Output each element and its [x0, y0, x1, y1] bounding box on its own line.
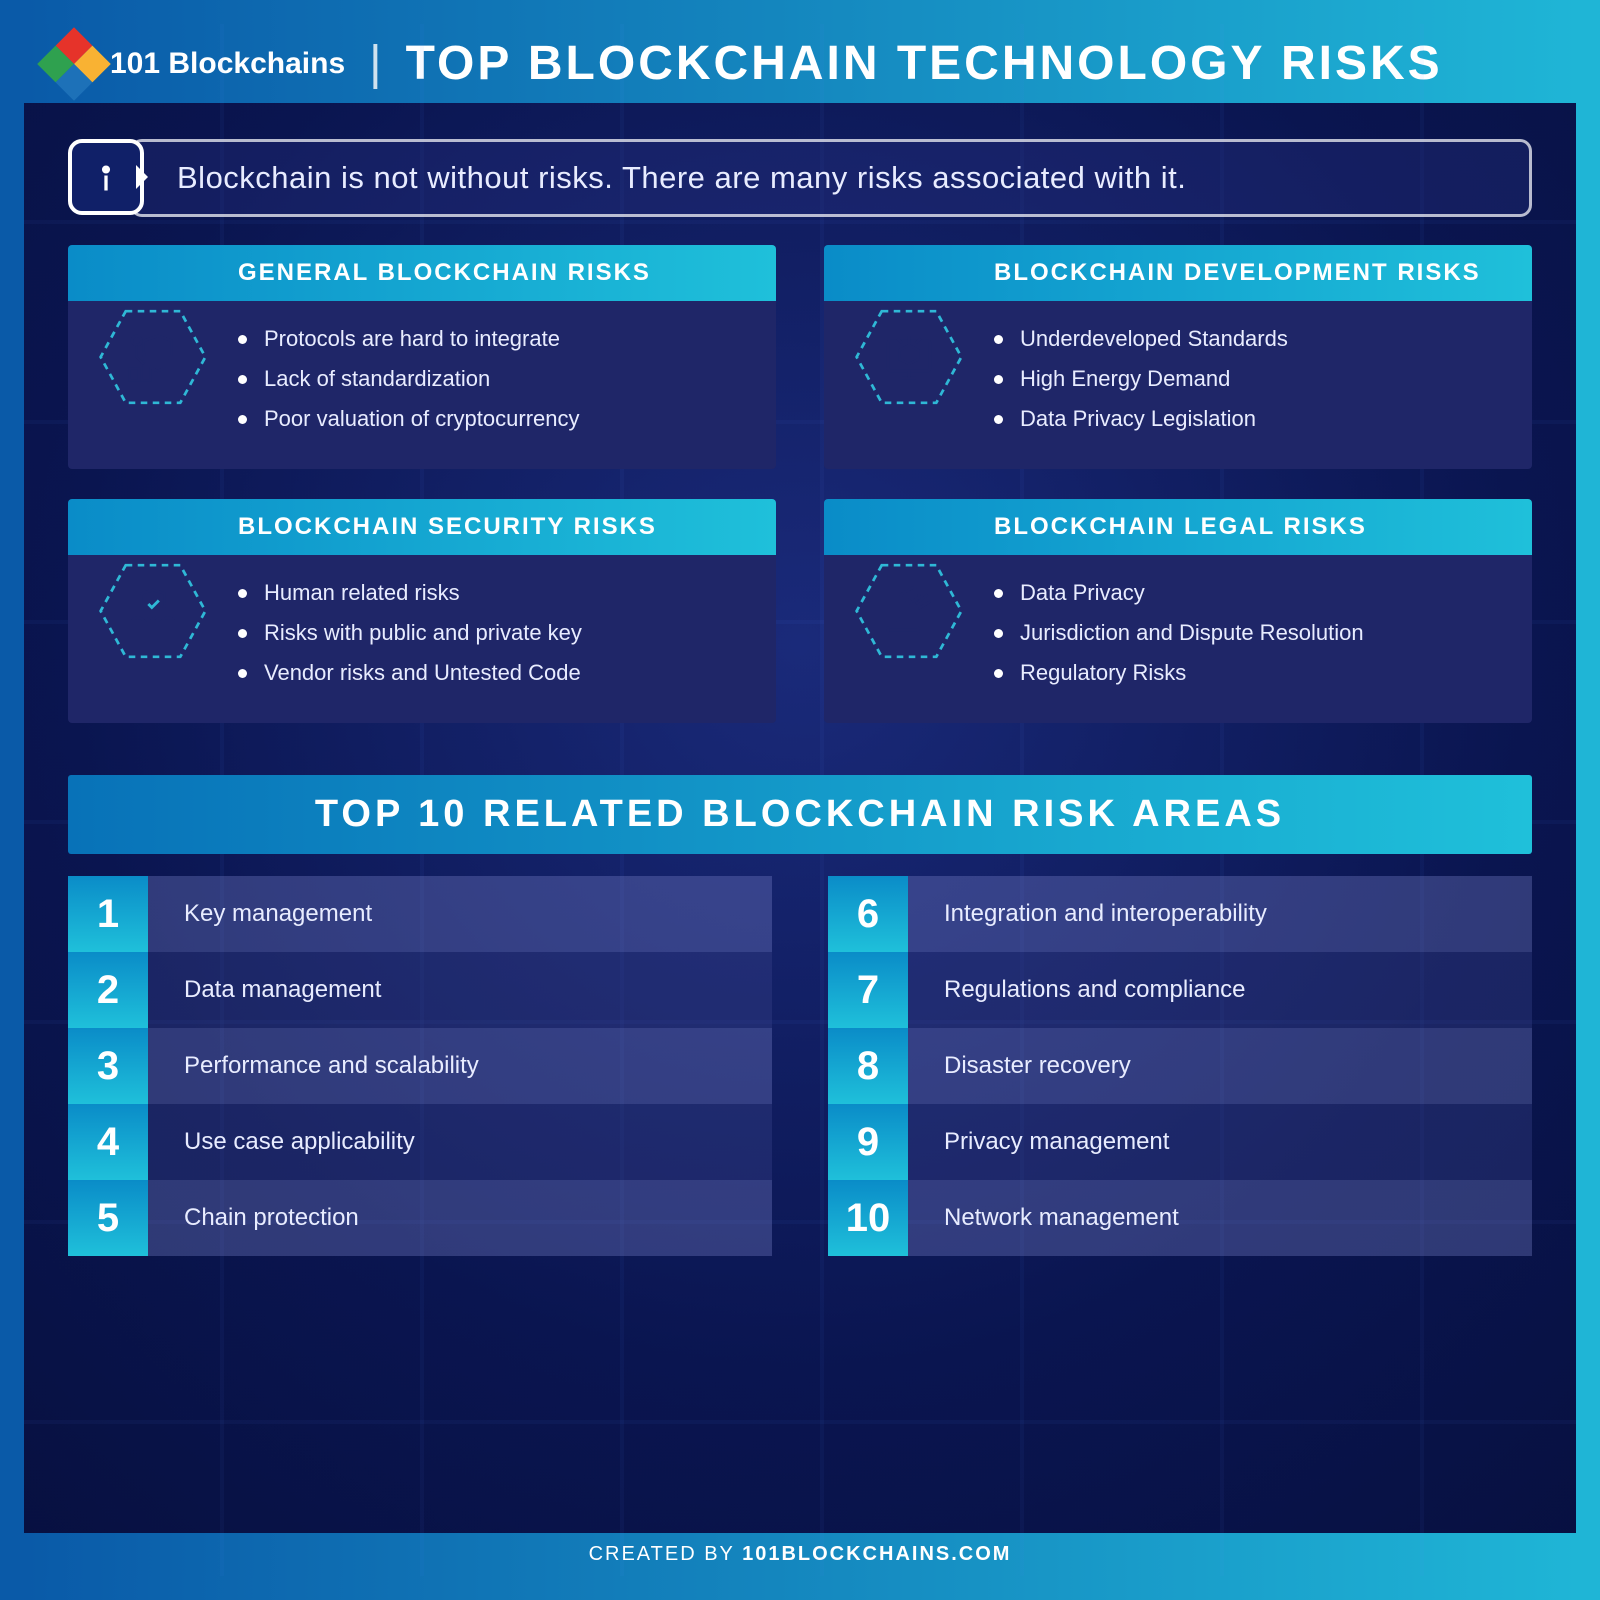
risk-item: Data Privacy [994, 573, 1516, 613]
brand-name: 101 Blockchains [110, 47, 345, 81]
list-item: 4Use case applicability [68, 1104, 772, 1180]
risk-item: Underdeveloped Standards [994, 319, 1516, 359]
rank-label: Network management [908, 1180, 1532, 1256]
rank-label: Chain protection [148, 1180, 772, 1256]
brand-logo: 101 Blockchains [48, 38, 345, 90]
risk-card-legal: BLOCKCHAIN LEGAL RISKS Data Privacy [824, 499, 1532, 723]
rank-number: 6 [828, 876, 908, 952]
rank-number: 8 [828, 1028, 908, 1104]
risk-item: Protocols are hard to integrate [238, 319, 760, 359]
risk-item: High Energy Demand [994, 359, 1516, 399]
list-item: 7Regulations and compliance [828, 952, 1532, 1028]
rank-number: 3 [68, 1028, 148, 1104]
rank-label: Integration and interoperability [908, 876, 1532, 952]
risk-item: Lack of standardization [238, 359, 760, 399]
list-item: 8Disaster recovery [828, 1028, 1532, 1104]
rank-number: 9 [828, 1104, 908, 1180]
risk-card-security: BLOCKCHAIN SECURITY RISKS Human rel [68, 499, 776, 723]
page-title: TOP BLOCKCHAIN TECHNOLOGY RISKS [406, 36, 1443, 91]
header-separator: | [369, 36, 381, 91]
header-bar: 101 Blockchains | TOP BLOCKCHAIN TECHNOL… [24, 24, 1576, 103]
risk-item: Jurisdiction and Dispute Resolution [994, 613, 1516, 653]
rank-number: 1 [68, 876, 148, 952]
list-item: 10Network management [828, 1180, 1532, 1256]
list-item: 3Performance and scalability [68, 1028, 772, 1104]
risk-item: Human related risks [238, 573, 760, 613]
rank-number: 2 [68, 952, 148, 1028]
gavel-icon [854, 563, 964, 659]
risk-item: Risks with public and private key [238, 613, 760, 653]
risk-item: Vendor risks and Untested Code [238, 653, 760, 693]
hands-shield-icon [98, 563, 208, 659]
logo-mark-icon [37, 27, 111, 101]
rank-number: 5 [68, 1180, 148, 1256]
rank-label: Regulations and compliance [908, 952, 1532, 1028]
infographic-page: 101 Blockchains | TOP BLOCKCHAIN TECHNOL… [0, 0, 1600, 1600]
risk-item: Data Privacy Legislation [994, 399, 1516, 439]
list-item: 6Integration and interoperability [828, 876, 1532, 952]
rank-label: Performance and scalability [148, 1028, 772, 1104]
rank-number: 4 [68, 1104, 148, 1180]
rank-label: Key management [148, 876, 772, 952]
rank-label: Disaster recovery [908, 1028, 1532, 1104]
shield-stairs-icon [98, 309, 208, 405]
rank-label: Privacy management [908, 1104, 1532, 1180]
section-title: TOP 10 RELATED BLOCKCHAIN RISK AREAS [68, 775, 1532, 854]
footer-site: 101BLOCKCHAINS.COM [742, 1543, 1011, 1565]
list-item: 9Privacy management [828, 1104, 1532, 1180]
list-item: 1Key management [68, 876, 772, 952]
list-item: 2Data management [68, 952, 772, 1028]
risk-card-general: GENERAL BLOCKCHAIN RISKS Protocols [68, 245, 776, 469]
cube-monitor-icon [854, 309, 964, 405]
top10-list: 1Key management 6Integration and interop… [24, 876, 1576, 1256]
rank-number: 7 [828, 952, 908, 1028]
intro-callout: Blockchain is not without risks. There a… [68, 139, 1532, 217]
risk-card-grid: GENERAL BLOCKCHAIN RISKS Protocols [24, 245, 1576, 735]
risk-item: Regulatory Risks [994, 653, 1516, 693]
rank-label: Data management [148, 952, 772, 1028]
rank-number: 10 [828, 1180, 908, 1256]
footer-prefix: CREATED BY [589, 1543, 743, 1565]
footer-bar: CREATED BY 101BLOCKCHAINS.COM [24, 1533, 1576, 1576]
risk-card-development: BLOCKCHAIN DEVELOPMENT RISKS [824, 245, 1532, 469]
rank-label: Use case applicability [148, 1104, 772, 1180]
intro-text: Blockchain is not without risks. There a… [130, 139, 1532, 217]
list-item: 5Chain protection [68, 1180, 772, 1256]
alert-icon [68, 139, 144, 215]
risk-item: Poor valuation of cryptocurrency [238, 399, 760, 439]
